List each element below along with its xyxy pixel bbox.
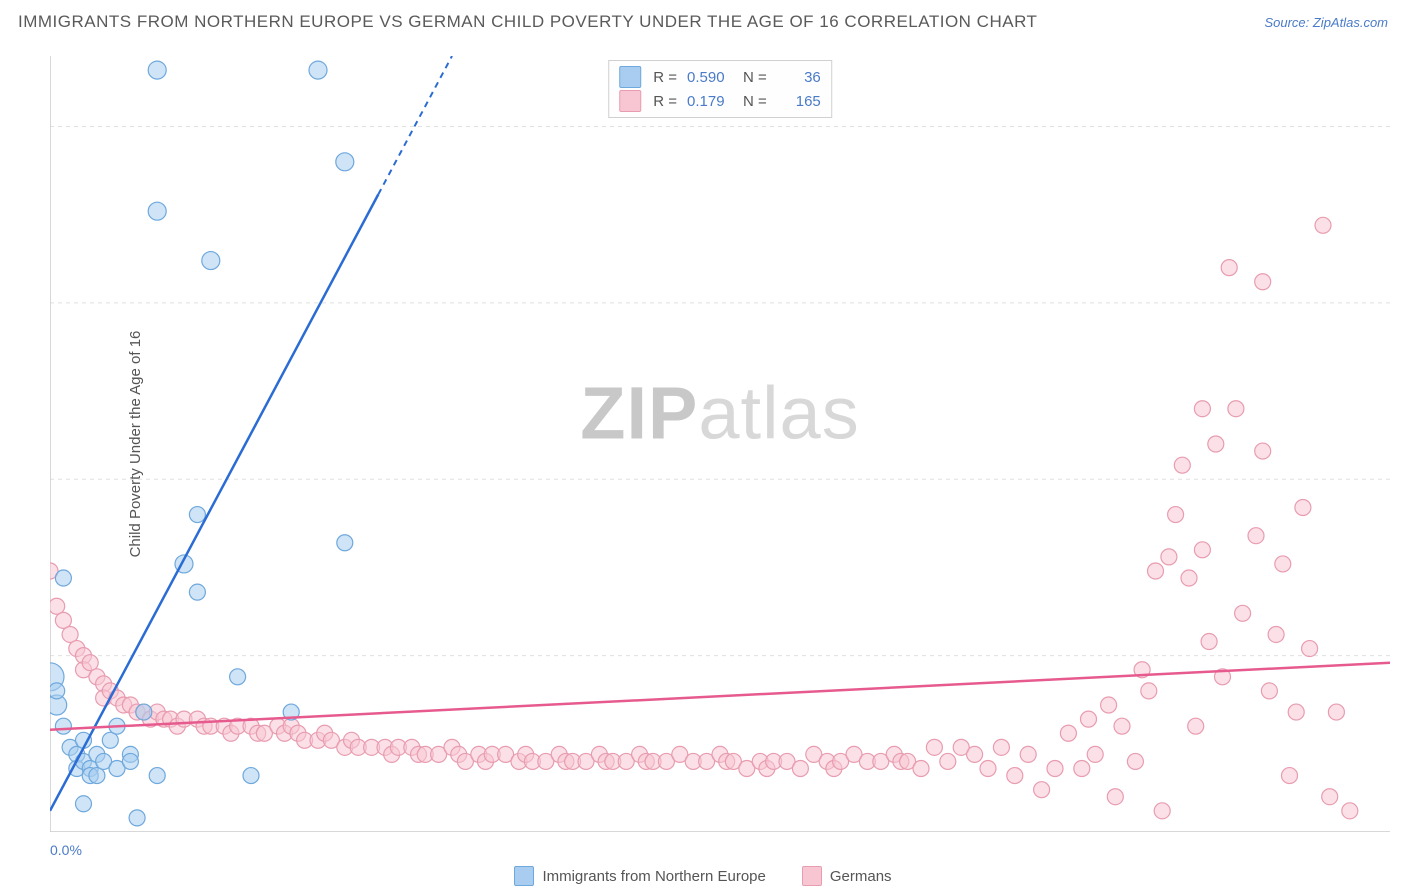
legend-label: Germans bbox=[830, 868, 892, 885]
legend-item-series-a: Immigrants from Northern Europe bbox=[514, 866, 765, 886]
title-bar: IMMIGRANTS FROM NORTHERN EUROPE VS GERMA… bbox=[18, 12, 1388, 32]
source-attribution: Source: ZipAtlas.com bbox=[1264, 15, 1388, 30]
legend-swatch-icon bbox=[802, 866, 822, 886]
legend-swatch-icon bbox=[514, 866, 534, 886]
n-value: 165 bbox=[777, 93, 821, 110]
r-value: 0.179 bbox=[687, 93, 731, 110]
n-label: N = bbox=[743, 93, 767, 110]
chart-area: Child Poverty Under the Age of 16 ZIPatl… bbox=[50, 56, 1390, 832]
n-label: N = bbox=[743, 69, 767, 86]
n-value: 36 bbox=[777, 69, 821, 86]
legend-item-series-b: Germans bbox=[802, 866, 892, 886]
r-label: R = bbox=[653, 93, 677, 110]
x-tick-start: 0.0% bbox=[50, 842, 82, 858]
legend-swatch-icon bbox=[619, 90, 641, 112]
r-value: 0.590 bbox=[687, 69, 731, 86]
scatter-plot bbox=[50, 56, 1390, 832]
stats-row-series-b: R = 0.179 N = 165 bbox=[619, 89, 821, 113]
stats-legend: R = 0.590 N = 36 R = 0.179 N = 165 bbox=[608, 60, 832, 118]
stats-row-series-a: R = 0.590 N = 36 bbox=[619, 65, 821, 89]
legend-label: Immigrants from Northern Europe bbox=[542, 868, 765, 885]
bottom-legend: Immigrants from Northern Europe Germans bbox=[0, 866, 1406, 886]
chart-title: IMMIGRANTS FROM NORTHERN EUROPE VS GERMA… bbox=[18, 12, 1037, 32]
legend-swatch-icon bbox=[619, 66, 641, 88]
r-label: R = bbox=[653, 69, 677, 86]
